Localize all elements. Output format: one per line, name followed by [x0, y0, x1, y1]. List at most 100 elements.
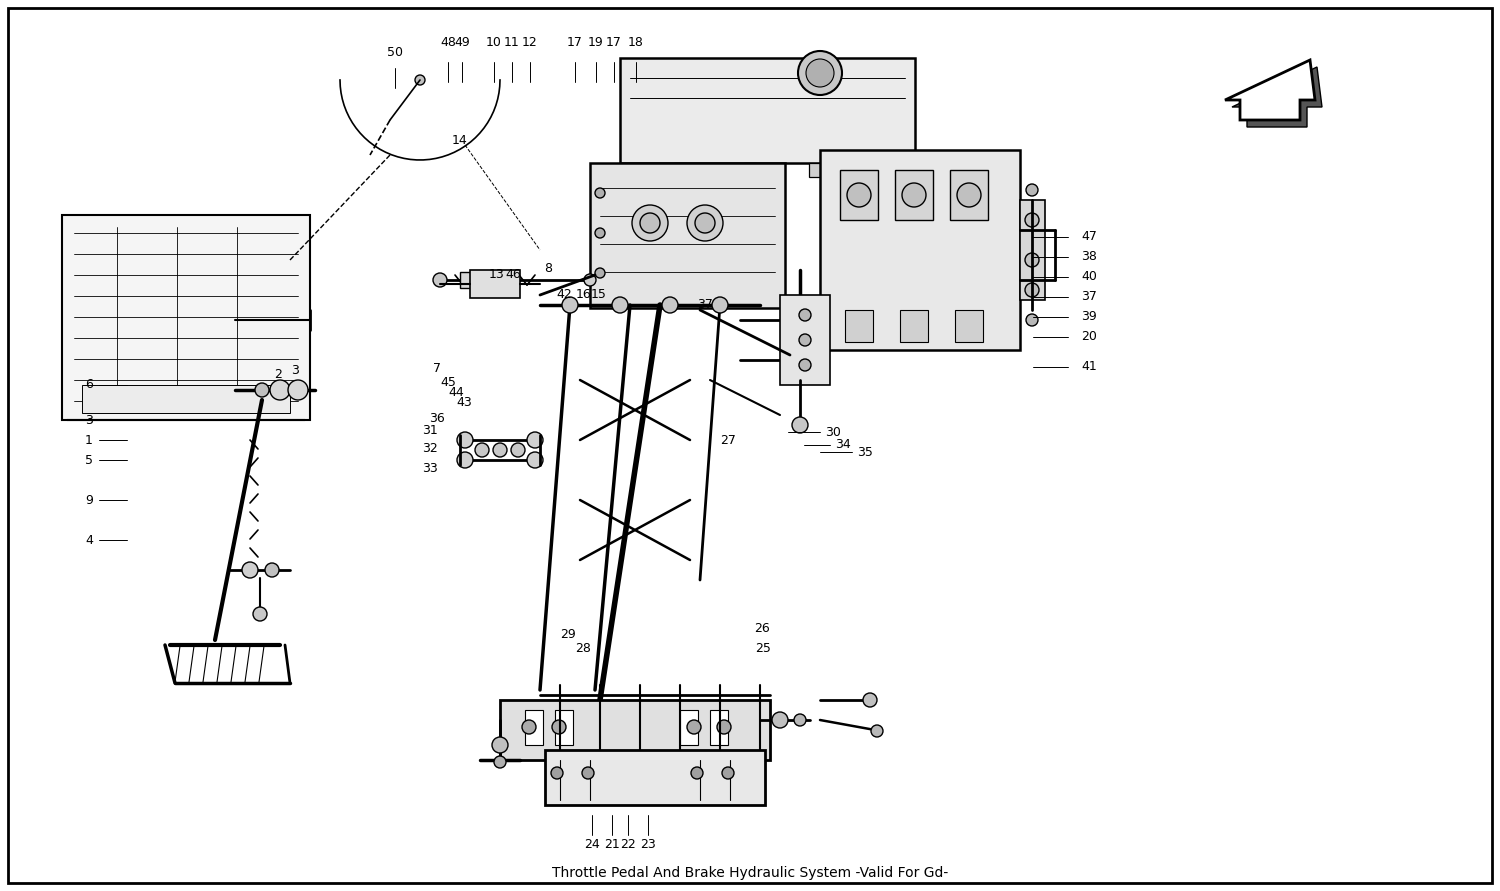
Text: 41: 41: [1082, 361, 1096, 373]
Text: 46: 46: [506, 268, 520, 282]
Circle shape: [794, 714, 806, 726]
Text: 17: 17: [606, 36, 622, 48]
Text: 14: 14: [452, 134, 468, 146]
Circle shape: [1024, 213, 1039, 227]
Circle shape: [433, 273, 447, 287]
Text: 20: 20: [1082, 331, 1096, 344]
Circle shape: [596, 755, 604, 765]
Text: 37: 37: [698, 298, 712, 312]
Circle shape: [675, 755, 686, 765]
Bar: [470, 270, 520, 298]
Circle shape: [692, 767, 703, 779]
Bar: [821, 150, 1020, 350]
Circle shape: [458, 432, 472, 448]
Text: 35: 35: [856, 446, 873, 459]
Text: 28: 28: [574, 642, 591, 655]
Text: 23: 23: [640, 838, 656, 852]
Circle shape: [792, 417, 808, 433]
Circle shape: [552, 720, 566, 734]
Text: 21: 21: [604, 838, 619, 852]
Circle shape: [712, 297, 728, 313]
Text: 40: 40: [1082, 271, 1096, 283]
Bar: [680, 710, 698, 745]
Text: 44: 44: [448, 387, 464, 399]
Text: 7: 7: [433, 362, 441, 374]
Circle shape: [1026, 314, 1038, 326]
Polygon shape: [1232, 67, 1322, 127]
Bar: [710, 710, 728, 745]
Text: 12: 12: [522, 36, 538, 48]
Text: 1: 1: [86, 434, 93, 446]
Bar: [62, 215, 310, 420]
Circle shape: [717, 720, 730, 734]
Circle shape: [416, 75, 424, 85]
Text: 9: 9: [86, 494, 93, 506]
Circle shape: [458, 452, 472, 468]
Circle shape: [1024, 283, 1039, 297]
Text: 3: 3: [291, 364, 298, 377]
Circle shape: [584, 274, 596, 286]
Text: 15: 15: [591, 289, 608, 301]
Text: 36: 36: [429, 412, 445, 424]
Bar: [544, 750, 765, 805]
Text: 3: 3: [86, 413, 93, 427]
Text: 49: 49: [454, 36, 470, 48]
Text: 27: 27: [720, 434, 736, 446]
Circle shape: [957, 183, 981, 207]
Bar: [844, 310, 873, 342]
Bar: [808, 163, 820, 177]
Polygon shape: [1226, 60, 1316, 120]
Bar: [525, 710, 543, 745]
Circle shape: [596, 268, 604, 278]
Text: 13: 13: [489, 268, 506, 282]
Circle shape: [847, 183, 871, 207]
Text: 2: 2: [274, 369, 282, 381]
Circle shape: [798, 51, 842, 95]
Text: 39: 39: [1082, 310, 1096, 323]
Text: 29: 29: [560, 628, 576, 642]
Text: Throttle Pedal And Brake Hydraulic System -Valid For Gd-: Throttle Pedal And Brake Hydraulic Syste…: [552, 866, 948, 880]
Bar: [460, 272, 480, 288]
Text: 47: 47: [1082, 231, 1096, 243]
Bar: [950, 170, 988, 220]
Circle shape: [242, 562, 258, 578]
Circle shape: [632, 205, 668, 241]
Text: 4: 4: [86, 534, 93, 546]
Circle shape: [270, 380, 290, 400]
Circle shape: [492, 737, 508, 753]
Circle shape: [476, 443, 489, 457]
Bar: [620, 58, 915, 163]
Text: 10: 10: [486, 36, 502, 48]
Circle shape: [754, 755, 765, 765]
Circle shape: [266, 563, 279, 577]
Text: 34: 34: [836, 438, 850, 452]
Text: 32: 32: [422, 442, 438, 454]
Bar: [555, 710, 573, 745]
Bar: [674, 163, 686, 177]
Text: 25: 25: [754, 642, 771, 655]
Circle shape: [640, 213, 660, 233]
Circle shape: [687, 205, 723, 241]
Text: 17: 17: [567, 36, 584, 48]
Circle shape: [722, 767, 734, 779]
Circle shape: [596, 228, 604, 238]
Bar: [840, 170, 878, 220]
Text: 50: 50: [387, 45, 404, 59]
Text: 6: 6: [86, 379, 93, 391]
Circle shape: [800, 309, 812, 321]
Circle shape: [254, 607, 267, 621]
Bar: [590, 163, 784, 308]
Circle shape: [255, 383, 268, 397]
Text: 48: 48: [440, 36, 456, 48]
Circle shape: [288, 380, 308, 400]
Bar: [900, 310, 928, 342]
Circle shape: [716, 755, 724, 765]
Text: 16: 16: [576, 289, 592, 301]
Bar: [896, 170, 933, 220]
Text: 33: 33: [422, 462, 438, 475]
Circle shape: [555, 755, 566, 765]
Bar: [744, 163, 756, 177]
Circle shape: [1024, 253, 1039, 267]
Circle shape: [800, 359, 812, 371]
Circle shape: [687, 720, 700, 734]
